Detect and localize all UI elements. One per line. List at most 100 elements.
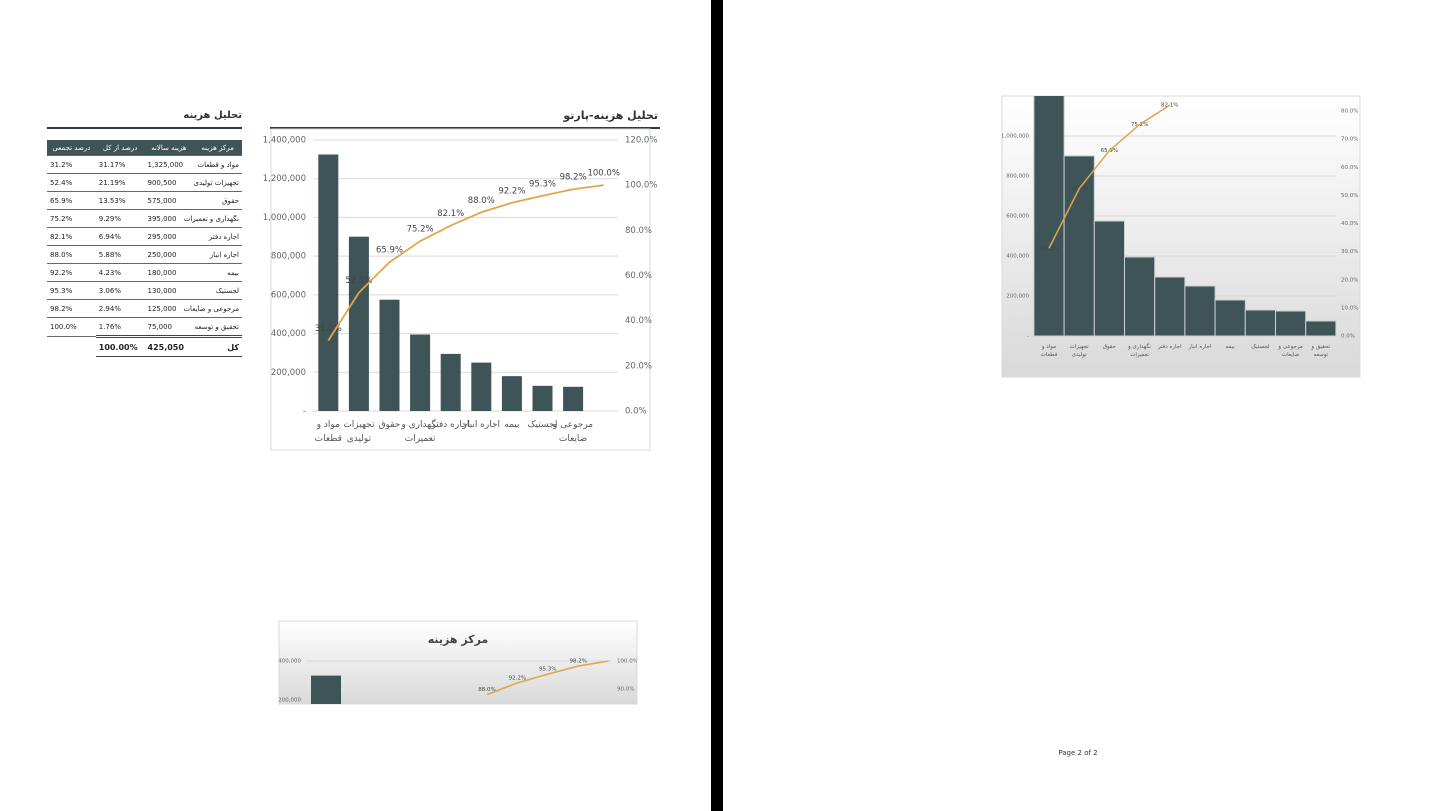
table-cell: 1,325,000 [144, 155, 194, 174]
table-row: بیمه 180,000 4.23% 92.2% [47, 263, 242, 282]
x-tick-label: تجهیزات تولیدی [1069, 344, 1089, 359]
y-tick-label: 600,000 [1006, 214, 1029, 220]
table-cell: 65.9% [47, 191, 96, 210]
pareto-line [486, 660, 609, 696]
column-header: درصد تجمعی [47, 140, 96, 156]
data-label: 88.0% [468, 196, 495, 206]
data-label: 98.2% [569, 659, 586, 665]
y-tick-label: 1,400,000 [263, 136, 306, 146]
y2-tick-label: 70.0% [1341, 137, 1358, 143]
y-tick-label: 200,000 [271, 368, 306, 378]
bar [471, 362, 492, 411]
bar [1033, 96, 1065, 337]
y-tick-label: 400,000 [271, 329, 306, 339]
y2-tick-label: 100.0% [617, 659, 638, 665]
y2-tick-label: 20.0% [625, 361, 652, 371]
data-label: 52.4% [345, 276, 372, 286]
table-cell: 125,000 [144, 299, 194, 318]
y-tick-label: - [1027, 334, 1029, 340]
table-cell: 95.3% [47, 281, 96, 300]
cost-table: مرکز هزینه هزینه سالانه درصد از کل درصد تجم… [47, 140, 242, 357]
table-cell: 575,000 [144, 191, 194, 210]
x-tick-label: مرجوعی و ضایعات [1278, 344, 1303, 359]
table-cell: 130,000 [144, 281, 194, 300]
data-label: 31.2% [1040, 246, 1057, 252]
table-cell: اجاره دفتر [193, 227, 242, 246]
y2-tick-label: 80.0% [625, 226, 652, 236]
bar [410, 334, 431, 411]
table-cell: 92.2% [47, 263, 96, 282]
data-label: 88.0% [478, 687, 495, 693]
bar [379, 299, 400, 411]
table-cell: 900,500 [144, 173, 194, 192]
y2-tick-label: 0.0% [1341, 334, 1355, 340]
y-tick-label: 200,000 [1006, 294, 1029, 300]
table-cell: 1.76% [95, 317, 145, 337]
table-title: تحلیل هزینه [183, 110, 242, 121]
table-cell: 100.00% [95, 335, 145, 357]
table-cell: نگهداری و تعمیرات [184, 209, 242, 228]
data-label: 98.2% [560, 173, 587, 183]
y2-tick-label: 120.0% [625, 136, 657, 146]
table-cell: 395,000 [144, 209, 194, 228]
table-cell: مرجوعی و ضایعات [183, 299, 242, 318]
pareto-line [327, 184, 604, 342]
chart-main: - 200,000 400,000 600,000 800,000 1,000,000 1,… [263, 136, 658, 417]
table-cell: 5.88% [95, 245, 145, 264]
bar [1154, 276, 1186, 337]
table-cell: 4.23% [95, 263, 145, 282]
page-number: Page 2 of 2 [1058, 749, 1097, 757]
y-tick-label: 1,400,000 [273, 659, 301, 665]
table-row: حقوق 575,000 13.53% 65.9% [47, 191, 242, 210]
table-cell: 52.4% [47, 173, 96, 192]
table-cell: 98.2% [47, 299, 96, 318]
x-tick-label: نگهداری و تعمیرات [1128, 344, 1152, 359]
data-label: 95.3% [539, 667, 556, 673]
column-header: هزینه سالانه [144, 140, 194, 156]
bar [1275, 310, 1307, 337]
x-tick-label: مواد و قطعات [314, 420, 342, 444]
table-row: تحقیق و توسعه 75,000 1.76% 100.0% [47, 317, 242, 337]
table-cell: کل [193, 335, 242, 357]
data-label: 31.2% [315, 324, 342, 334]
x-tick-label: لجستیک [527, 420, 558, 430]
y2-tick-label: 50.0% [1341, 193, 1358, 199]
bar [440, 353, 461, 411]
table-cell: 6.94% [95, 227, 145, 246]
x-tick-label: لجستیک [1251, 344, 1270, 350]
table-cell: لجستیک [193, 281, 242, 300]
x-tick-label: بیمه [1225, 344, 1235, 350]
y2-tick-label: 30.0% [1341, 249, 1358, 255]
table-cell: 21.19% [95, 173, 145, 192]
bar [1124, 256, 1156, 337]
y-tick-label: 1,200,000 [263, 174, 306, 184]
y-tick-label: 800,000 [1006, 174, 1029, 180]
bar [318, 154, 339, 411]
table-row: لجستیک 130,000 3.06% 95.3% [47, 281, 242, 300]
bar [1063, 155, 1095, 337]
bar [1244, 309, 1277, 337]
y-tick-label: 1,200,000 [273, 698, 301, 704]
bar [1214, 299, 1246, 337]
bar [348, 236, 369, 411]
table-cell: 100.0% [47, 317, 96, 337]
table-cell: تحقیق و توسعه [193, 317, 242, 337]
table-cell: اجاره انبار [193, 245, 242, 264]
data-label: 95.3% [529, 179, 556, 189]
table-cell: تجهیزات تولیدی [193, 173, 242, 192]
y2-tick-label: 80.0% [1341, 109, 1358, 115]
table-cell: 295,000 [144, 227, 194, 246]
x-tick-label: بیمه [504, 420, 520, 430]
table-cell: مواد و قطعات [193, 155, 242, 174]
data-label: 65.9% [376, 246, 403, 256]
table-row: نگهداری و تعمیرات 395,000 9.29% 75.2% [47, 209, 242, 228]
table-row: مرجوعی و ضایعات 125,000 2.94% 98.2% [47, 299, 242, 318]
data-label: 100.0% [587, 169, 619, 179]
y-tick-label: 600,000 [271, 290, 306, 300]
y2-tick-label: 90.0% [617, 687, 634, 693]
y2-tick-label: 60.0% [1341, 165, 1358, 171]
total-row: کل 425,050 100.00% [47, 335, 242, 357]
y2-tick-label: 0.0% [625, 407, 647, 417]
y2-tick-label: 40.0% [1341, 221, 1358, 227]
